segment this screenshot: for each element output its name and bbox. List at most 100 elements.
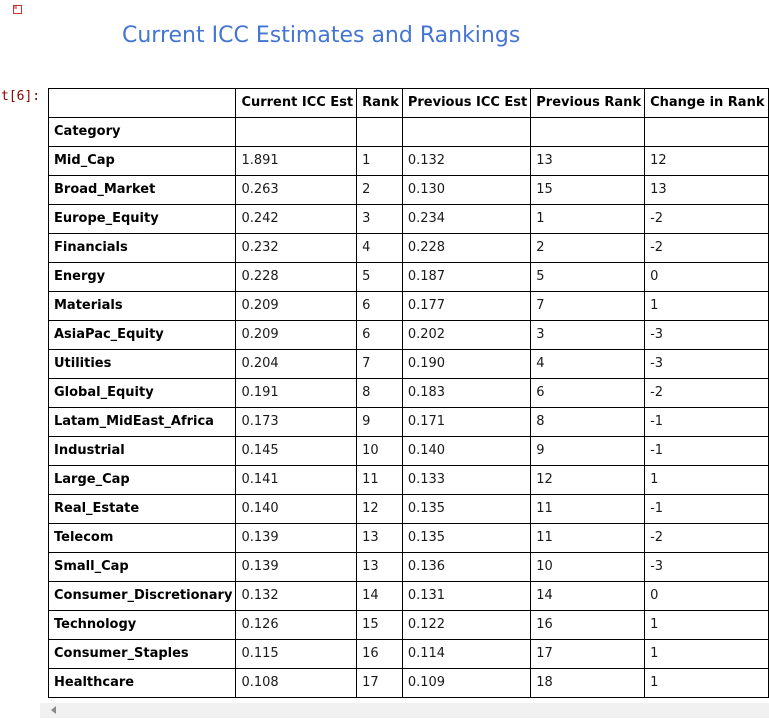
index-corner-cell <box>47 88 237 118</box>
data-cell: 0.126 <box>235 610 358 640</box>
row-label: Large_Cap <box>47 465 237 495</box>
data-cell: 0.173 <box>235 407 358 437</box>
row-label: Latam_MidEast_Africa <box>47 407 237 437</box>
data-cell: 9 <box>356 407 403 437</box>
data-cell: 14 <box>530 581 646 611</box>
table-row: Consumer_Discretionary 0.132 14 0.131 14 0 <box>47 581 769 611</box>
data-cell: -1 <box>644 407 769 437</box>
empty-cell <box>401 117 532 147</box>
row-label: AsiaPac_Equity <box>47 320 237 350</box>
empty-cell <box>235 117 358 147</box>
data-cell: 8 <box>530 407 646 437</box>
row-label: Healthcare <box>47 668 237 698</box>
output-prompt: t[6]: <box>1 89 41 104</box>
row-label: Consumer_Staples <box>47 639 237 669</box>
table-row: Global_Equity 0.191 8 0.183 6 -2 <box>47 378 769 408</box>
column-header: Previous Rank <box>530 88 646 118</box>
data-cell: 0.177 <box>401 291 532 321</box>
data-cell: 16 <box>530 610 646 640</box>
table-row: Utilities 0.204 7 0.190 4 -3 <box>47 349 769 379</box>
data-cell: 0.190 <box>401 349 532 379</box>
data-cell: 17 <box>356 668 403 698</box>
row-label: Utilities <box>47 349 237 379</box>
row-label: Telecom <box>47 523 237 553</box>
table-row: Latam_MidEast_Africa 0.173 9 0.171 8 -1 <box>47 407 769 437</box>
data-cell: 0.140 <box>235 494 358 524</box>
row-label: Mid_Cap <box>47 146 237 176</box>
row-label: Real_Estate <box>47 494 237 524</box>
data-cell: 0.135 <box>401 494 532 524</box>
data-cell: 10 <box>356 436 403 466</box>
table-row: Technology 0.126 15 0.122 16 1 <box>47 610 769 640</box>
data-cell: 8 <box>356 378 403 408</box>
data-cell: 7 <box>356 349 403 379</box>
data-cell: 0.263 <box>235 175 358 205</box>
data-cell: 5 <box>530 262 646 292</box>
table-row: Financials 0.232 4 0.228 2 -2 <box>47 233 769 263</box>
data-cell: 1 <box>644 639 769 669</box>
table-row: Energy 0.228 5 0.187 5 0 <box>47 262 769 292</box>
data-cell: 0.187 <box>401 262 532 292</box>
empty-cell <box>644 117 769 147</box>
row-label: Industrial <box>47 436 237 466</box>
data-cell: 0.132 <box>235 581 358 611</box>
empty-cell <box>356 117 403 147</box>
table-row: Telecom 0.139 13 0.135 11 -2 <box>47 523 769 553</box>
data-cell: 0.228 <box>401 233 532 263</box>
data-cell: 1 <box>644 668 769 698</box>
data-cell: 10 <box>530 552 646 582</box>
table-row: Consumer_Staples 0.115 16 0.114 17 1 <box>47 639 769 669</box>
data-cell: 0.141 <box>235 465 358 495</box>
data-cell: 1 <box>356 146 403 176</box>
row-label: Small_Cap <box>47 552 237 582</box>
header-row: Current ICC Est Rank Previous ICC Est Previ… <box>47 88 769 118</box>
table-row: Healthcare 0.108 17 0.109 18 1 <box>47 668 769 698</box>
data-cell: 17 <box>530 639 646 669</box>
data-cell: 13 <box>356 552 403 582</box>
data-cell: -3 <box>644 349 769 379</box>
data-cell: 0.139 <box>235 552 358 582</box>
data-cell: 0.130 <box>401 175 532 205</box>
data-cell: 0.132 <box>401 146 532 176</box>
index-name-cell: Category <box>47 117 237 147</box>
data-cell: -2 <box>644 523 769 553</box>
data-cell: 1 <box>530 204 646 234</box>
data-cell: 0.232 <box>235 233 358 263</box>
data-cell: 6 <box>356 320 403 350</box>
data-cell: 6 <box>356 291 403 321</box>
data-cell: 0.136 <box>401 552 532 582</box>
data-cell: 13 <box>356 523 403 553</box>
data-cell: 2 <box>530 233 646 263</box>
data-cell: 12 <box>356 494 403 524</box>
data-cell: 1 <box>644 291 769 321</box>
scroll-left-arrow-icon[interactable] <box>51 706 56 714</box>
data-cell: 0 <box>644 262 769 292</box>
data-cell: 2 <box>356 175 403 205</box>
row-label: Financials <box>47 233 237 263</box>
data-cell: 1 <box>644 465 769 495</box>
data-cell: 9 <box>530 436 646 466</box>
data-cell: 0.108 <box>235 668 358 698</box>
row-label: Consumer_Discretionary <box>47 581 237 611</box>
data-cell: -2 <box>644 233 769 263</box>
horizontal-scrollbar[interactable] <box>40 703 769 718</box>
table-row: Europe_Equity 0.242 3 0.234 1 -2 <box>47 204 769 234</box>
row-label: Technology <box>47 610 237 640</box>
data-cell: 6 <box>530 378 646 408</box>
data-cell: 12 <box>644 146 769 176</box>
data-cell: 13 <box>530 146 646 176</box>
data-cell: 0.109 <box>401 668 532 698</box>
data-cell: -1 <box>644 494 769 524</box>
column-header: Rank <box>356 88 403 118</box>
data-cell: 0.139 <box>235 523 358 553</box>
row-label: Materials <box>47 291 237 321</box>
data-cell: 14 <box>356 581 403 611</box>
data-cell: -3 <box>644 552 769 582</box>
data-cell: -2 <box>644 204 769 234</box>
data-cell: 0.171 <box>401 407 532 437</box>
table-row: Large_Cap 0.141 11 0.133 12 1 <box>47 465 769 495</box>
data-cell: 0.135 <box>401 523 532 553</box>
data-cell: -1 <box>644 436 769 466</box>
data-cell: 15 <box>356 610 403 640</box>
data-cell: 0 <box>644 581 769 611</box>
